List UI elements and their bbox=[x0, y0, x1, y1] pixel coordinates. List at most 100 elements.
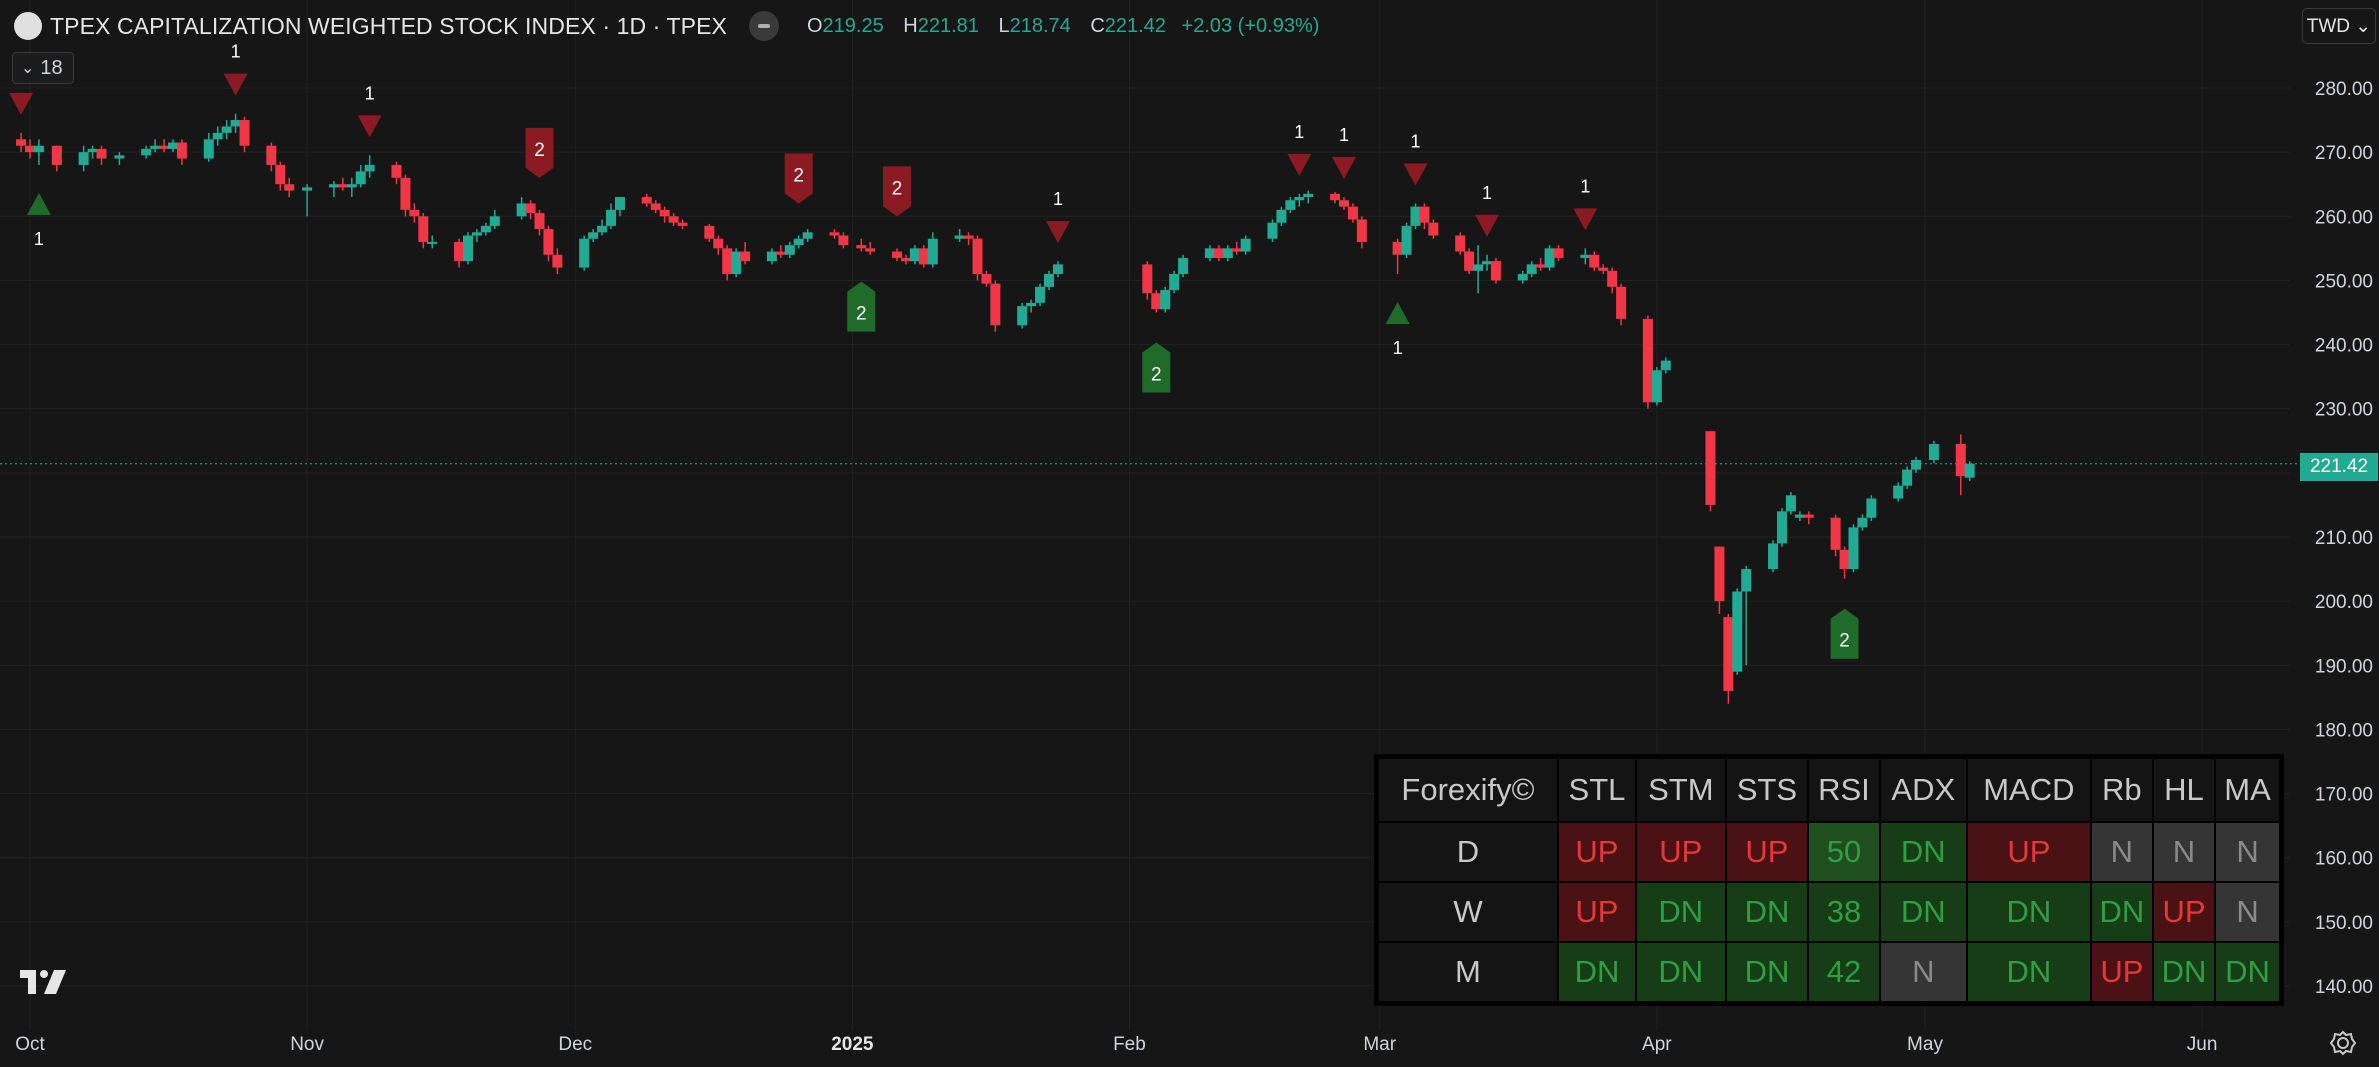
candle-body bbox=[1464, 251, 1475, 271]
candle-body bbox=[579, 238, 590, 268]
candle-body bbox=[1714, 546, 1725, 602]
candle-body bbox=[1356, 219, 1367, 242]
signal-down-triangle bbox=[9, 92, 34, 115]
candle-body bbox=[454, 241, 465, 262]
forexify-col-header: STL bbox=[1556, 755, 1638, 823]
forexify-col-header: MACD bbox=[1965, 755, 2092, 823]
candle-body bbox=[534, 213, 545, 230]
candle-body bbox=[1580, 254, 1591, 258]
candle-body bbox=[1142, 264, 1153, 294]
candle-body bbox=[1723, 617, 1734, 691]
candle-body bbox=[1893, 485, 1904, 499]
signal-label: 1 bbox=[1339, 125, 1349, 145]
candle-body bbox=[1553, 248, 1564, 258]
forexify-cell: N bbox=[1878, 941, 1968, 1005]
price-tick-label: 250.00 bbox=[2315, 271, 2373, 292]
candle-body bbox=[1964, 463, 1975, 478]
candle-body bbox=[1160, 290, 1171, 310]
signal-label: 1 bbox=[231, 42, 241, 62]
candle-body bbox=[1651, 370, 1662, 403]
signal-up-box bbox=[847, 281, 876, 332]
candle-body bbox=[1276, 209, 1287, 223]
candle-body bbox=[963, 235, 974, 239]
candle-body bbox=[1785, 495, 1796, 512]
signal-label: 2 bbox=[793, 166, 804, 187]
candle-body bbox=[302, 187, 313, 191]
forexify-col-header: ADX bbox=[1878, 755, 1968, 823]
signal-label: 2 bbox=[1839, 631, 1850, 652]
high-label: H bbox=[903, 14, 918, 37]
forexify-cell: UP bbox=[1965, 821, 2092, 883]
price-tick-label: 190.00 bbox=[2315, 656, 2373, 677]
price-tick-label: 180.00 bbox=[2315, 720, 2373, 741]
symbol-logo-icon[interactable] bbox=[14, 12, 42, 40]
change-value: +2.03 (+0.93%) bbox=[1181, 14, 1320, 37]
candle-body bbox=[230, 120, 241, 127]
low-label: L bbox=[998, 14, 1010, 37]
signal-down-triangle bbox=[1403, 163, 1428, 186]
forexify-timeframe: M bbox=[1375, 941, 1559, 1005]
indicators-toggle-button[interactable]: ⌄ 18 bbox=[12, 52, 74, 84]
forexify-col-header: HL bbox=[2151, 755, 2217, 823]
candle-body bbox=[78, 152, 89, 165]
candle-body bbox=[1794, 514, 1805, 518]
signal-down-triangle bbox=[223, 73, 248, 96]
candle-body bbox=[1338, 200, 1349, 207]
candle-body bbox=[427, 241, 438, 244]
candle-body bbox=[203, 139, 214, 159]
candle-body bbox=[1911, 460, 1922, 470]
price-tick-label: 260.00 bbox=[2315, 207, 2373, 228]
high-value: 221.81 bbox=[917, 14, 979, 37]
candle-body bbox=[1776, 511, 1787, 544]
price-axis[interactable]: 280.00270.00260.00250.00240.00230.00220.… bbox=[2315, 79, 2373, 998]
candle-body bbox=[1347, 206, 1358, 220]
forexify-cell: UP bbox=[1556, 881, 1638, 943]
time-tick-label: Dec bbox=[558, 1034, 592, 1055]
time-axis[interactable]: Oct Nov Dec 2025 Feb Mar Apr May Jun bbox=[15, 1034, 2217, 1055]
forexify-cell: UP bbox=[1724, 821, 1810, 883]
forexify-cell: DN bbox=[2089, 881, 2154, 943]
close-value: 221.42 bbox=[1104, 14, 1166, 37]
forexify-cell: 50 bbox=[1807, 821, 1881, 883]
candle-body bbox=[1598, 267, 1609, 271]
forexify-cell: DN bbox=[1965, 881, 2092, 943]
forexify-cell: DN bbox=[1635, 881, 1727, 943]
candle-body bbox=[1705, 431, 1716, 505]
candle-body bbox=[659, 209, 670, 217]
currency-button[interactable]: TWD ⌄ bbox=[2302, 8, 2376, 44]
candle-body bbox=[1151, 293, 1162, 310]
signal-label: 2 bbox=[892, 178, 903, 199]
signal-label: 2 bbox=[856, 304, 867, 325]
hide-icon[interactable] bbox=[748, 11, 779, 41]
candle-body bbox=[740, 251, 751, 262]
candle-body bbox=[25, 145, 35, 153]
symbol-title[interactable]: TPEX CAPITALIZATION WEIGHTED STOCK INDEX… bbox=[50, 12, 727, 39]
price-tick-label: 140.00 bbox=[2315, 977, 2373, 998]
forexify-header-row: Forexify© STL STM STS RSI ADX MACD Rb HL MA bbox=[1375, 755, 2283, 823]
signal-label: 1 bbox=[1482, 183, 1492, 203]
candle-body bbox=[16, 139, 27, 146]
candle-body bbox=[1178, 257, 1189, 275]
candle-body bbox=[1928, 443, 1939, 461]
candle-body bbox=[1535, 264, 1546, 268]
candle-body bbox=[462, 235, 473, 262]
forexify-row: M DN DN DN 42 N DN UP DN DN bbox=[1375, 941, 2283, 1005]
signal-label: 1 bbox=[1410, 131, 1420, 151]
candle-body bbox=[1294, 197, 1305, 201]
candle-body bbox=[1660, 360, 1671, 371]
tradingview-logo-icon[interactable] bbox=[20, 966, 72, 996]
price-tick-label: 270.00 bbox=[2315, 143, 2373, 164]
settings-gear-icon[interactable] bbox=[2330, 1030, 2356, 1056]
candle-body bbox=[328, 184, 339, 188]
candle-body bbox=[1848, 527, 1859, 570]
forexify-cell: 42 bbox=[1807, 941, 1881, 1005]
forexify-table: Forexify© STL STM STS RSI ADX MACD Rb HL MA D UP U… bbox=[1374, 754, 2284, 1006]
candle-body bbox=[1589, 254, 1600, 268]
indicators-count: 18 bbox=[40, 56, 63, 79]
candle-body bbox=[1303, 193, 1314, 198]
forexify-cell: DN bbox=[1635, 941, 1727, 1005]
candle-body bbox=[731, 251, 742, 275]
candle-body bbox=[713, 238, 724, 249]
signal-up-box bbox=[1142, 342, 1171, 393]
candle-body bbox=[1052, 264, 1063, 275]
